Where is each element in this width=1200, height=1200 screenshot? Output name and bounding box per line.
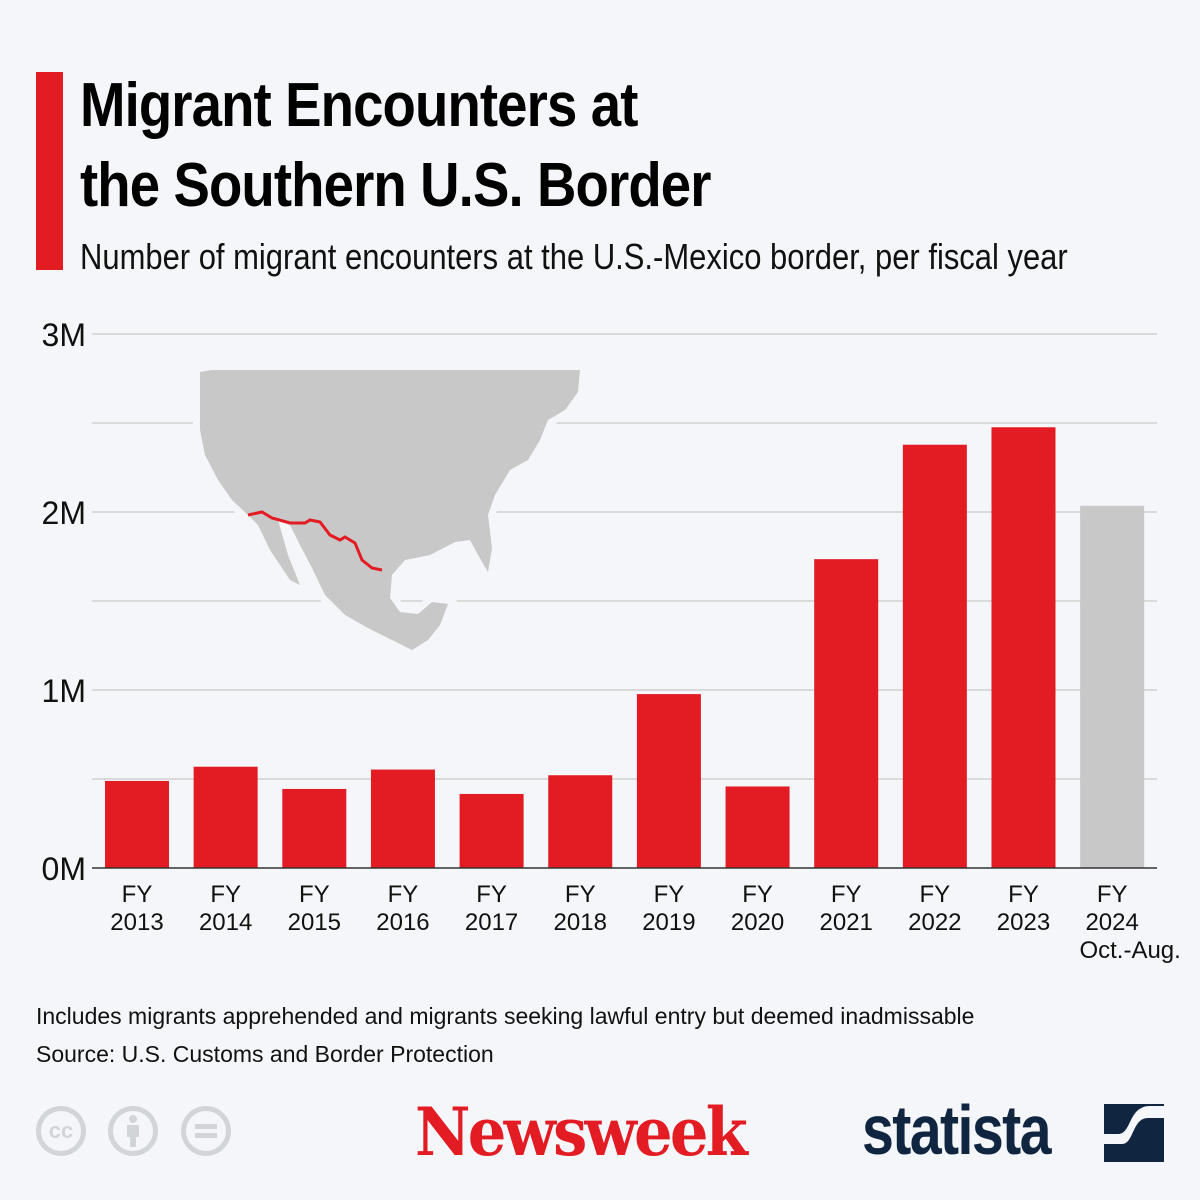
x-tick-label: FY [299, 881, 330, 908]
x-tick-label: FY [1008, 881, 1039, 908]
equals-icon [195, 1124, 217, 1138]
x-tick-label: 2020 [731, 909, 784, 936]
attribution-icon[interactable] [108, 1106, 158, 1156]
newsweek-logo[interactable]: Newsweek [415, 1093, 748, 1171]
x-tick-label: FY [565, 881, 596, 908]
x-tick-label: 2017 [465, 909, 518, 936]
x-tick-label: 2015 [288, 909, 341, 936]
x-tick-label: FY [1097, 881, 1128, 908]
x-tick-label: 2021 [820, 909, 873, 936]
subtitle: Number of migrant encounters at the U.S.… [80, 236, 1068, 277]
x-tick-label: FY [742, 881, 773, 908]
x-tick-label: FY [122, 881, 153, 908]
statista-logo[interactable]: statista [862, 1091, 1052, 1169]
x-tick-label: 2013 [110, 909, 163, 936]
bar [548, 775, 613, 868]
x-tick-label: FY [831, 881, 862, 908]
x-tick-label: FY [654, 881, 685, 908]
bar [459, 793, 524, 868]
bar [193, 766, 258, 868]
x-tick-label: FY [476, 881, 507, 908]
statista-logo-icon [1104, 1104, 1164, 1162]
bar [105, 780, 169, 868]
bar [636, 694, 701, 868]
x-tick-label: 2023 [997, 909, 1050, 936]
title-line-2: the Southern U.S. Border [80, 151, 711, 220]
x-tick-label: FY [388, 881, 419, 908]
cc-label: cc [48, 1118, 74, 1143]
bar [991, 427, 1056, 868]
person-icon [127, 1115, 139, 1147]
map-border-line [247, 510, 383, 572]
x-tick-label: Oct.-Aug. [1079, 937, 1180, 964]
y-tick-label: 3M [42, 317, 86, 353]
bar [370, 769, 435, 868]
y-tick-label: 0M [42, 851, 86, 887]
creative-commons-icon[interactable]: cc [36, 1106, 86, 1156]
north-america-map-icon [193, 363, 588, 659]
x-tick-label: FY [210, 881, 241, 908]
bar [1080, 505, 1145, 868]
x-tick-label: 2019 [642, 909, 695, 936]
x-tick-label: 2024 [1085, 909, 1138, 936]
title-accent-bar [36, 72, 63, 270]
source-note: Source: U.S. Customs and Border Protecti… [36, 1041, 494, 1067]
y-tick-label: 2M [42, 495, 86, 531]
x-tick-label: 2022 [908, 909, 961, 936]
bar [282, 788, 347, 868]
bar [814, 559, 879, 868]
footnote: Includes migrants apprehended and migran… [36, 1003, 975, 1029]
no-derivatives-icon[interactable] [181, 1106, 231, 1156]
bar [725, 786, 790, 868]
y-tick-label: 1M [42, 673, 86, 709]
x-tick-label: FY [920, 881, 951, 908]
bar [902, 444, 967, 868]
page-title: Migrant Encounters at the Southern U.S. … [80, 66, 711, 226]
x-tick-label: 2018 [554, 909, 607, 936]
map-land [193, 363, 588, 659]
x-tick-label: 2014 [199, 909, 252, 936]
title-line-1: Migrant Encounters at [80, 71, 638, 140]
x-tick-label: 2016 [376, 909, 429, 936]
